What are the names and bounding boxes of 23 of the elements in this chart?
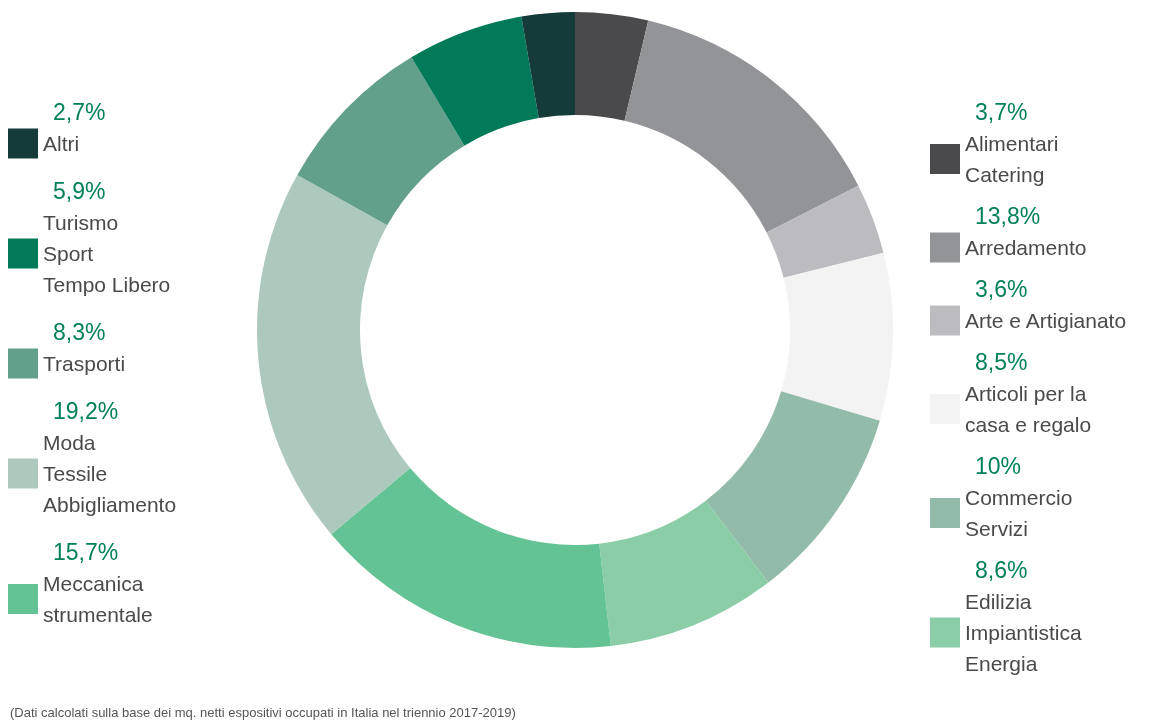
legend-label: Altri — [43, 132, 80, 155]
legend-label: Commercio Servizi — [965, 486, 1073, 540]
legend-label: Meccanica strumentale — [43, 572, 153, 626]
legend-label: Trasporti — [43, 352, 126, 375]
legend-label: Moda Tessile Abbigliamento — [43, 431, 177, 516]
data-label: 8,3% — [53, 318, 106, 345]
data-label: 8,6% — [975, 556, 1028, 583]
data-label: 15,7% — [53, 538, 119, 565]
data-label: 8,5% — [975, 348, 1028, 375]
legend-label: Arredamento — [965, 236, 1087, 259]
text: (Dati calcolati sulla base dei mq. netti espositivi occupati in Italia nel triennio 2017-2019) — [10, 705, 516, 720]
data-label: 5,9% — [53, 177, 106, 204]
data-label: 3,6% — [975, 275, 1028, 302]
legend-label: Edilizia Impiantistica Energia — [965, 590, 1083, 675]
legend-label: Articoli per la casa e regalo — [965, 382, 1092, 436]
data-label: 19,2% — [53, 397, 119, 424]
legend-label: Turismo Sport Tempo Libero — [43, 211, 171, 296]
data-label: 3,7% — [975, 98, 1028, 125]
legend-label: Arte e Artigianato — [965, 309, 1127, 332]
data-label: 2,7% — [53, 98, 106, 125]
data-label: 10% — [975, 452, 1022, 479]
legend-label: Alimentari Catering — [965, 132, 1059, 186]
data-label: 13,8% — [975, 202, 1041, 229]
